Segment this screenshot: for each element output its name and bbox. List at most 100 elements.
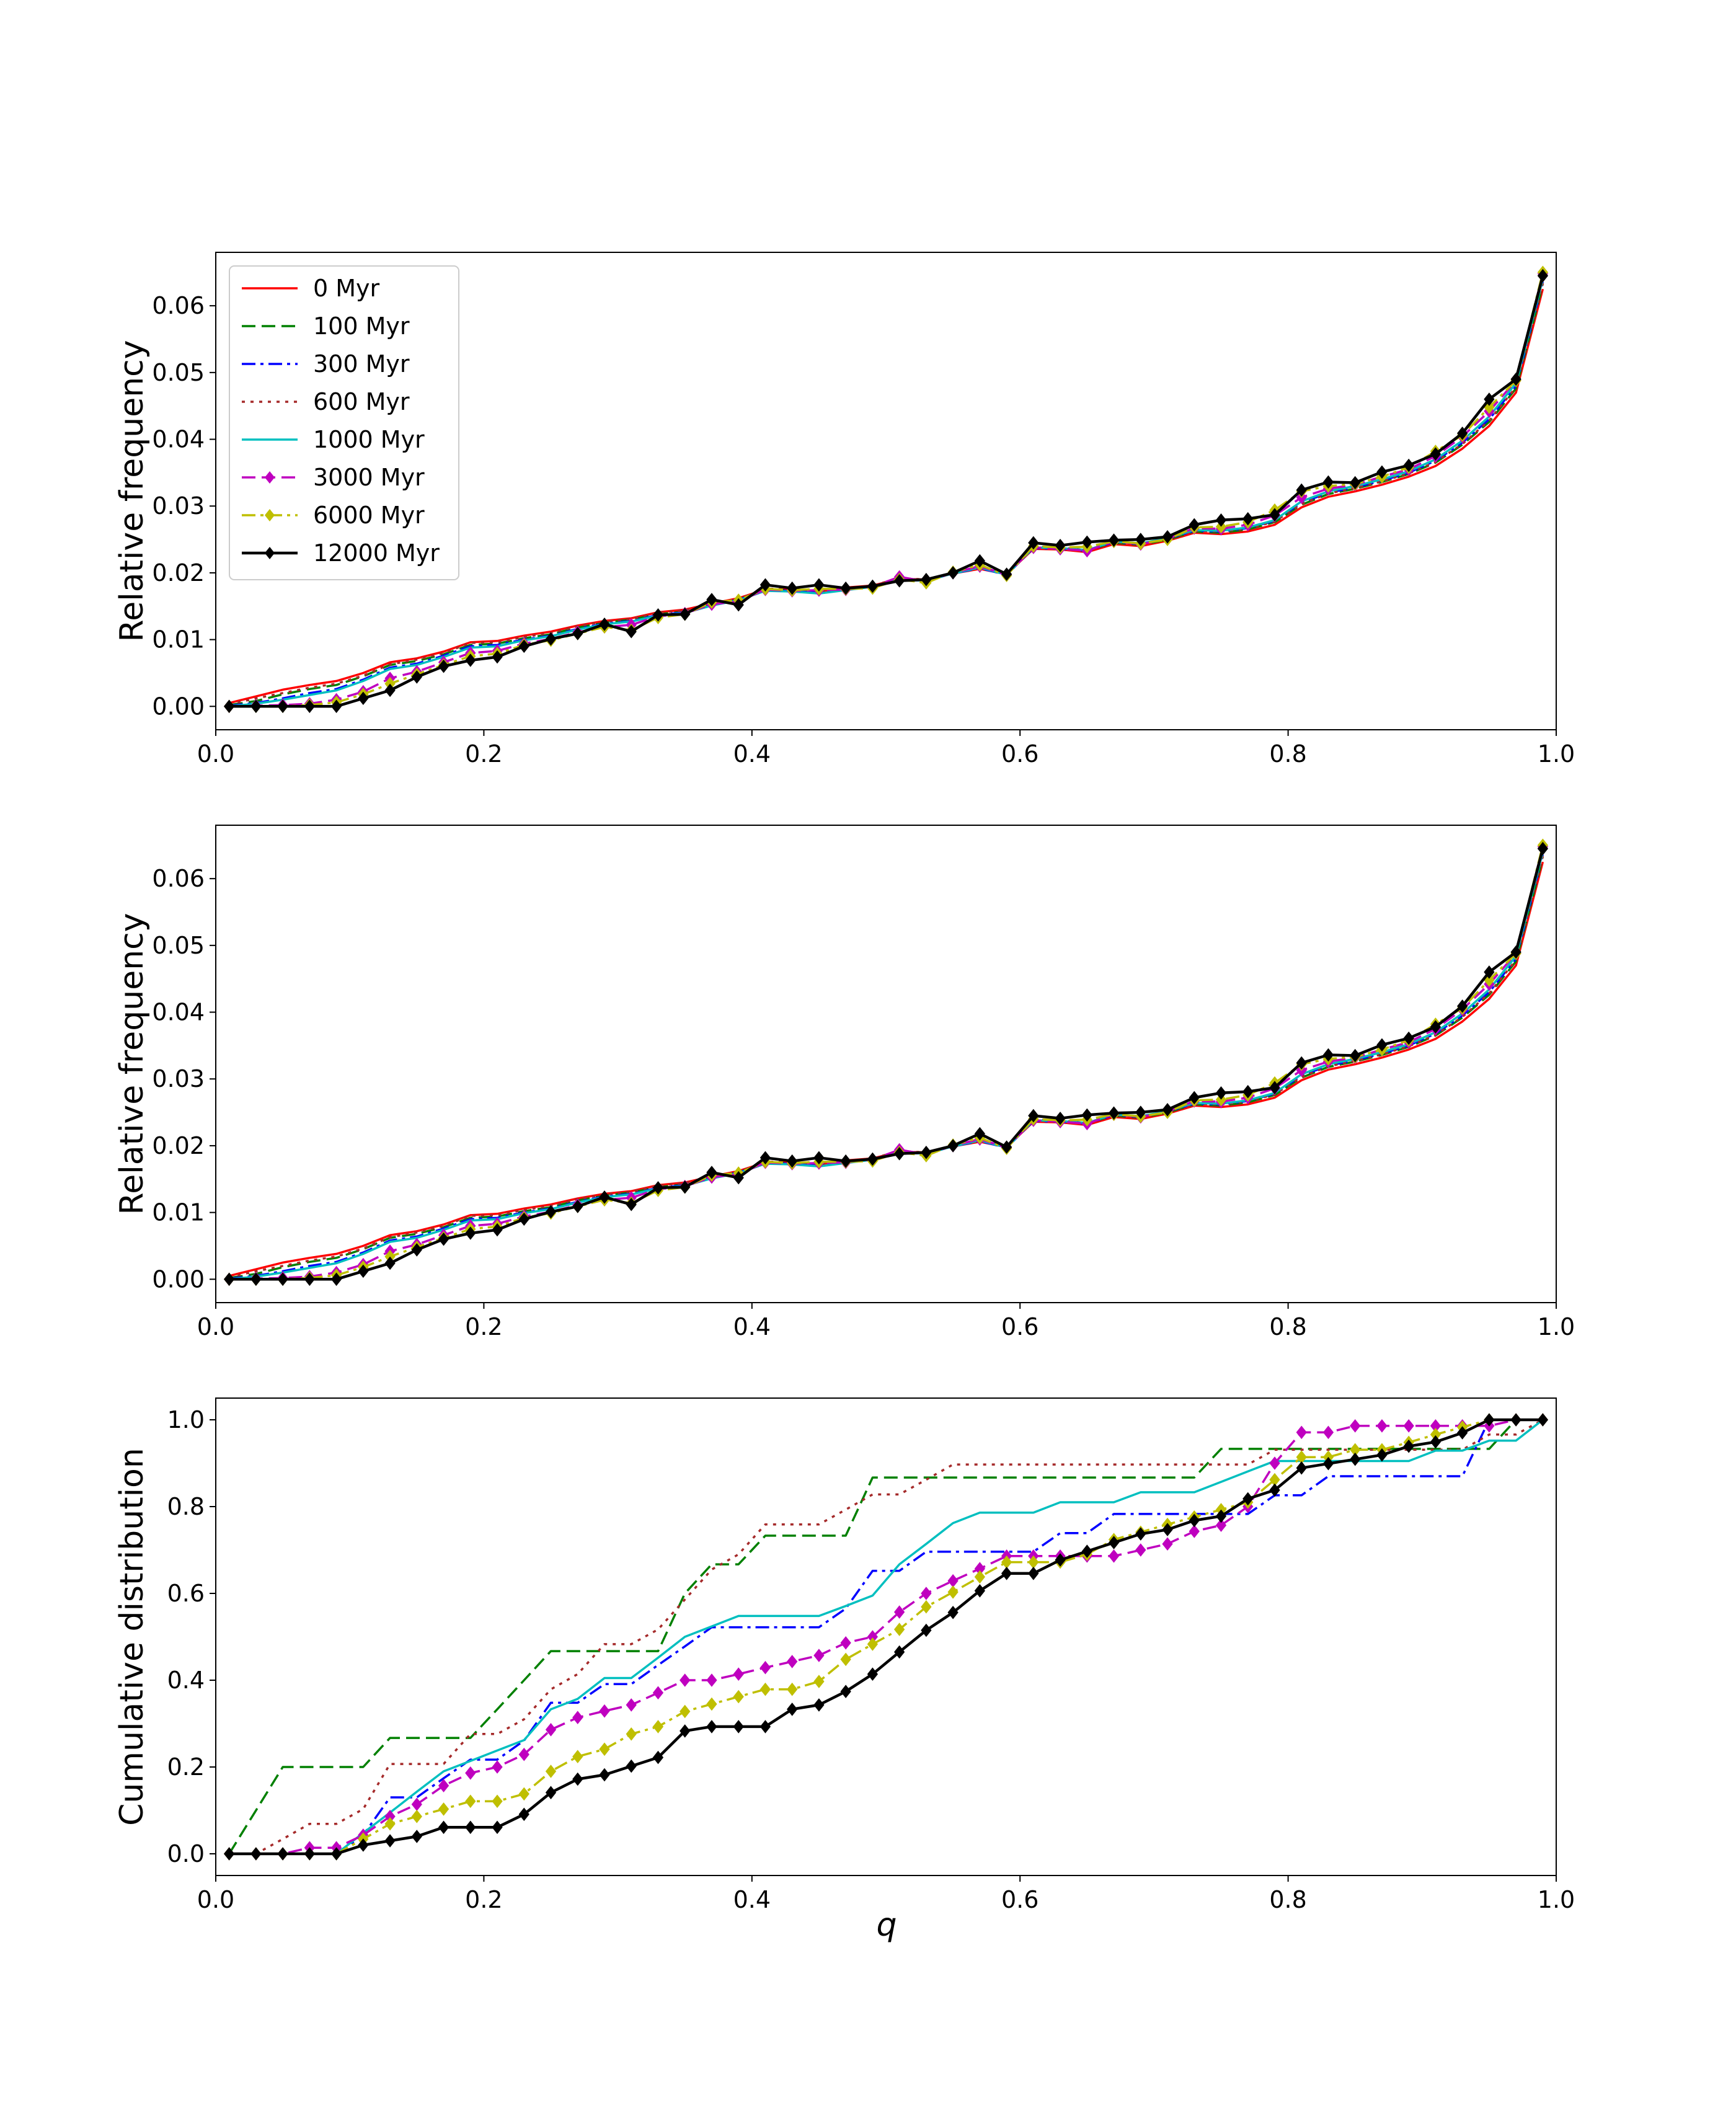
marker-12000-myr [760, 578, 771, 592]
marker-3000-myr [947, 1574, 959, 1588]
marker-12000-myr [411, 670, 422, 684]
marker-3000-myr [1403, 1419, 1414, 1433]
marker-12000-myr [1028, 536, 1039, 550]
legend-label-1000-myr: 1000 Myr [313, 426, 425, 453]
series-line-0-myr [229, 861, 1544, 1277]
marker-12000-myr [1430, 1435, 1442, 1449]
marker-12000-myr [1510, 1413, 1521, 1427]
marker-12000-myr [518, 1807, 529, 1822]
marker-3000-myr [893, 1605, 905, 1619]
marker-12000-myr [1457, 1426, 1468, 1440]
marker-12000-myr [304, 1847, 315, 1861]
marker-12000-myr [706, 593, 717, 606]
marker-12000-myr [813, 578, 825, 592]
marker-3000-myr [680, 1673, 691, 1687]
marker-12000-myr [277, 699, 288, 714]
marker-12000-myr [1189, 1513, 1200, 1528]
marker-12000-myr [1001, 567, 1012, 581]
y-tick-label: 0.2 [167, 1753, 205, 1781]
marker-3000-myr [733, 1667, 744, 1681]
x-tick-label: 0.0 [197, 740, 234, 768]
marker-12000-myr [1108, 1536, 1120, 1549]
y-tick-label: 0.03 [152, 492, 205, 520]
marker-12000-myr [1215, 1509, 1227, 1523]
marker-3000-myr [813, 1649, 825, 1662]
series-group [223, 265, 1549, 714]
y-tick-label: 0.02 [152, 1132, 205, 1159]
marker-6000-myr [947, 1585, 959, 1599]
marker-6000-myr [680, 1704, 691, 1719]
marker-12000-myr [223, 1272, 235, 1286]
marker-6000-myr [787, 1682, 798, 1696]
marker-6000-myr [706, 1697, 717, 1711]
x-tick-label: 0.4 [733, 1886, 771, 1913]
marker-3000-myr [921, 1587, 932, 1600]
x-tick-label: 0.6 [1001, 1886, 1038, 1913]
y-tick-label: 0.03 [152, 1065, 205, 1092]
marker-12000-myr [867, 579, 879, 593]
marker-12000-myr [787, 1154, 798, 1168]
series-line-1000-myr [229, 1419, 1544, 1855]
marker-3000-myr [760, 1660, 771, 1675]
marker-6000-myr [626, 1727, 637, 1741]
marker-12000-myr [1430, 447, 1442, 461]
marker-12000-myr [1376, 1448, 1388, 1462]
marker-12000-myr [1162, 1523, 1173, 1536]
legend-label-3000-myr: 3000 Myr [313, 464, 425, 491]
marker-12000-myr [1269, 508, 1280, 522]
marker-6000-myr [518, 1787, 529, 1801]
y-tick-label: 0.06 [152, 292, 205, 319]
marker-12000-myr [492, 1820, 503, 1835]
marker-12000-myr [599, 1190, 610, 1204]
x-tick-label: 0.2 [465, 1886, 502, 1913]
marker-3000-myr [1350, 1419, 1361, 1433]
marker-12000-myr [1484, 965, 1495, 979]
marker-12000-myr [1484, 1413, 1495, 1427]
marker-3000-myr [492, 1760, 503, 1774]
marker-12000-myr [680, 607, 691, 621]
marker-3000-myr [518, 1747, 529, 1761]
marker-3000-myr [1135, 1543, 1146, 1557]
marker-12000-myr [465, 1820, 476, 1835]
marker-12000-myr [250, 1847, 262, 1861]
marker-12000-myr [974, 1127, 985, 1141]
marker-12000-myr [518, 639, 529, 653]
marker-3000-myr [599, 1704, 610, 1718]
marker-12000-myr [1510, 945, 1521, 959]
series-line-3000-myr [229, 273, 1544, 708]
x-tick-label: 0.2 [465, 1313, 502, 1340]
marker-12000-myr [223, 1847, 235, 1861]
marker-3000-myr [1296, 1425, 1307, 1440]
marker-12000-myr [572, 1772, 583, 1786]
marker-3000-myr [1322, 1425, 1334, 1440]
marker-12000-myr [1457, 427, 1468, 440]
marker-12000-myr [1269, 1483, 1280, 1497]
marker-12000-myr [545, 1786, 557, 1800]
marker-12000-myr [1322, 475, 1334, 489]
marker-12000-myr [760, 1720, 771, 1734]
marker-12000-myr [1189, 1091, 1200, 1105]
marker-12000-myr [840, 581, 851, 595]
marker-12000-myr [1537, 1413, 1549, 1427]
legend-marker-3000-myr [265, 471, 275, 484]
y-tick-label: 0.01 [152, 1199, 205, 1226]
y-tick-label: 0.04 [152, 999, 205, 1026]
marker-12000-myr [1376, 1038, 1388, 1052]
marker-12000-myr [1296, 1056, 1307, 1070]
marker-12000-myr [1135, 1527, 1146, 1541]
series-line-6000-myr [229, 1419, 1543, 1855]
marker-12000-myr [626, 1759, 637, 1773]
marker-12000-myr [1403, 1031, 1414, 1045]
marker-6000-myr [921, 1600, 932, 1614]
marker-6000-myr [760, 1682, 771, 1696]
marker-12000-myr [545, 632, 557, 646]
marker-12000-myr [1403, 1439, 1414, 1453]
marker-12000-myr [733, 1720, 744, 1734]
marker-12000-myr [411, 1243, 422, 1257]
marker-3000-myr [840, 1636, 851, 1650]
marker-12000-myr [652, 1750, 664, 1765]
marker-12000-myr [330, 1847, 342, 1861]
legend-label-6000-myr: 6000 Myr [313, 502, 425, 529]
y-tick-label: 0.6 [167, 1580, 205, 1607]
marker-12000-myr [1055, 538, 1066, 552]
